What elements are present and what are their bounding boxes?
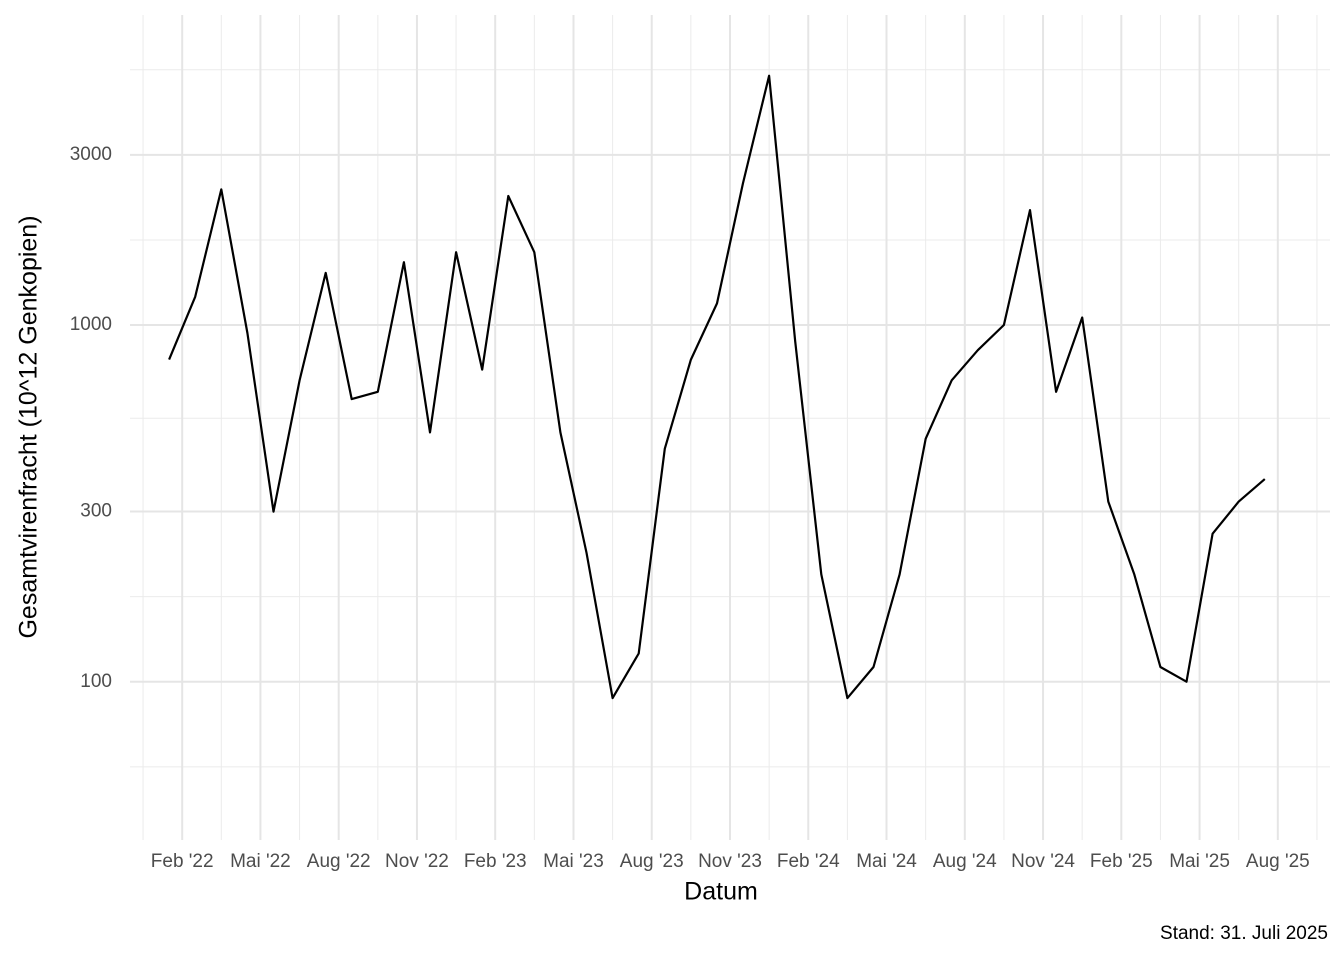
- x-tick-label: Aug '25: [1246, 851, 1310, 872]
- x-tick-label: Mai '25: [1169, 851, 1230, 872]
- x-tick-label: Feb '24: [777, 851, 840, 872]
- y-tick-label: 100: [80, 671, 112, 692]
- grid: [130, 15, 1330, 840]
- x-tick-label: Mai '23: [543, 851, 604, 872]
- x-tick-label: Nov '24: [1011, 851, 1075, 872]
- data-line: [168, 74, 1266, 700]
- x-tick-label: Nov '22: [385, 851, 449, 872]
- y-tick-label: 300: [80, 501, 112, 522]
- x-tick-label: Feb '25: [1090, 851, 1153, 872]
- x-tick-label: Mai '24: [856, 851, 917, 872]
- x-axis-title: Datum: [684, 878, 758, 906]
- x-tick-label: Feb '23: [464, 851, 527, 872]
- y-tick-label: 3000: [70, 144, 112, 165]
- x-tick-label: Nov '23: [698, 851, 762, 872]
- caption: Stand: 31. Juli 2025: [1160, 923, 1328, 944]
- y-tick-label: 1000: [70, 314, 112, 335]
- x-tick-label: Aug '22: [307, 851, 371, 872]
- y-axis-title: Gesamtvirenfracht (10^12 Genkopien): [15, 215, 43, 638]
- x-tick-label: Feb '22: [151, 851, 214, 872]
- x-tick-label: Aug '24: [933, 851, 997, 872]
- x-tick-label: Mai '22: [230, 851, 291, 872]
- x-tick-label: Aug '23: [620, 851, 684, 872]
